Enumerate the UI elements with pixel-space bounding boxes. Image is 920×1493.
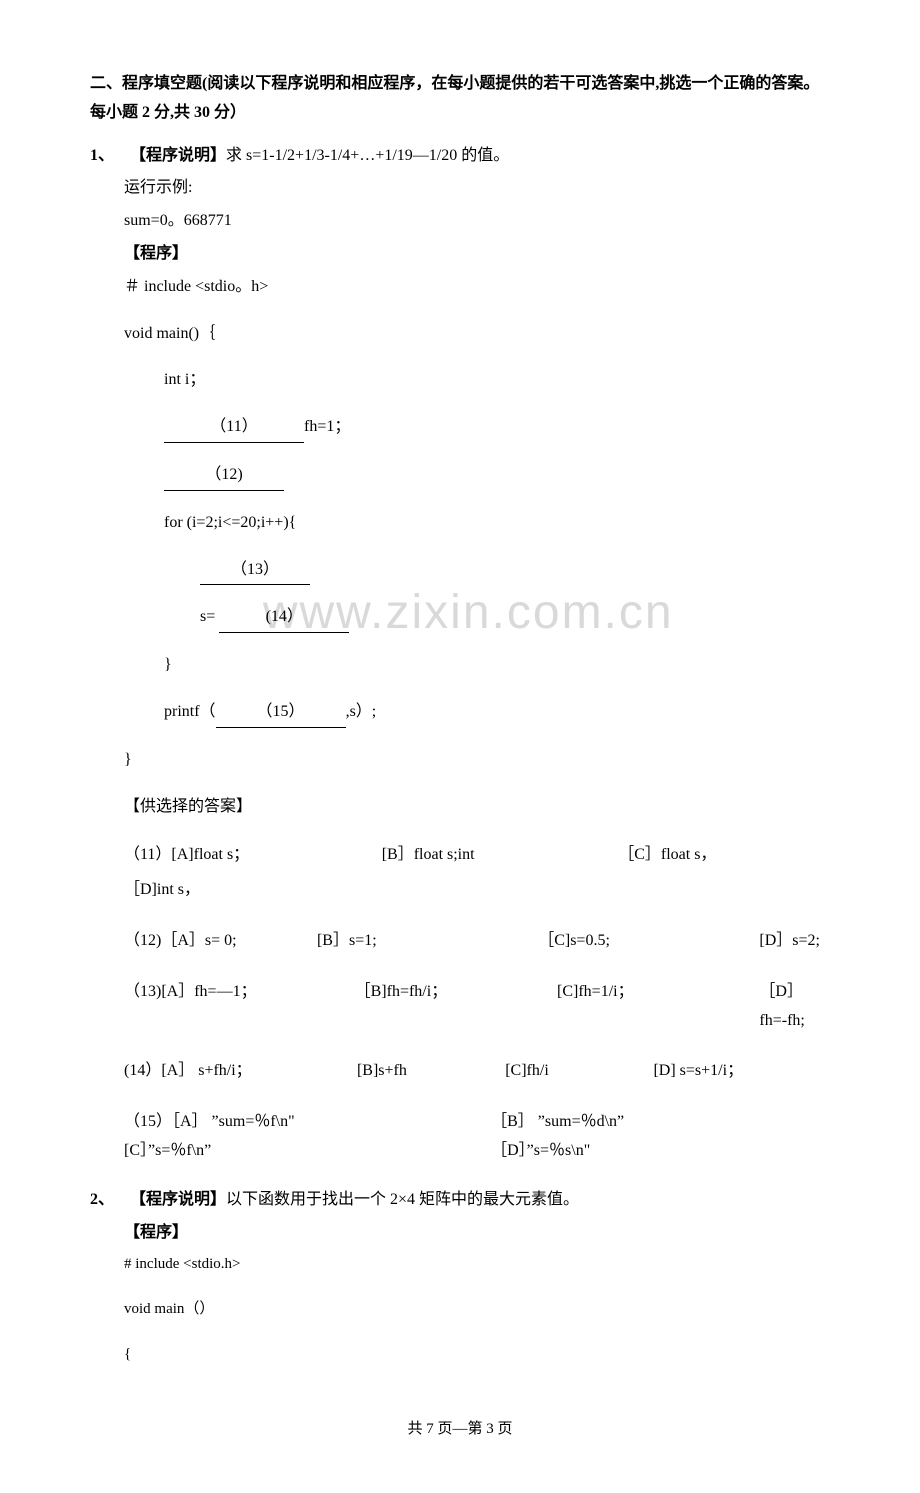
q1-code-l9: }: [90, 651, 830, 680]
q2-desc: 以下函数用于找出一个 2×4 矩阵中的最大元素值。: [226, 1191, 579, 1208]
q1-o13-c: [C]fh=1/i；: [557, 978, 755, 1036]
q1-blank-15: （15）: [216, 698, 346, 728]
q1-prog-label: 【程序】: [90, 240, 830, 269]
q2-prog-label: 【程序】: [90, 1219, 830, 1248]
q1-code-l11: }: [90, 746, 830, 775]
q1-o15-d: ［D］”s=％s\n": [491, 1137, 830, 1166]
page-footer: 共 7 页—第 3 页: [90, 1416, 830, 1443]
q1-number: 1、: [90, 147, 114, 164]
q1-code-l6: for (i=2;i<=20;i++){: [90, 509, 830, 538]
q1-choices-label: 【供选择的答案】: [90, 793, 830, 822]
q1-o12-b: [B］s=1;: [317, 927, 529, 956]
q1-o13-d: ［D］fh=-fh;: [759, 978, 830, 1036]
q1-code-l3: int i；: [90, 366, 830, 395]
q1-code-l10a: printf（: [164, 703, 216, 720]
q1-o11-a: （11）[A]float s；: [124, 841, 357, 870]
q2-code-l3: {: [90, 1341, 830, 1368]
q1-blank-12: （12): [164, 461, 284, 491]
q1-o11-b: [B］float s;int: [382, 841, 594, 870]
q1-o13-a: （13)[A］fh=—1；: [124, 978, 350, 1036]
q1-o14-b: [B]s+fh: [357, 1057, 498, 1086]
q2-number: 2、: [90, 1191, 114, 1208]
q1-code-l8a: s=: [200, 608, 215, 625]
q1-o14-c: [C]fh/i: [505, 1057, 646, 1086]
q1-o14-a: (14）[A］ s+fh/i；: [124, 1057, 350, 1086]
q1-o12-c: ［C]s=0.5;: [538, 927, 750, 956]
q1-blank-13: （13）: [200, 556, 310, 586]
section-title: 二、程序填空题(阅读以下程序说明和相应程序，在每小题提供的若干可选答案中,挑选一…: [90, 70, 830, 128]
q2-code-l2: void main（）: [90, 1296, 830, 1323]
q1-o11-d: ［D]int s，: [124, 876, 830, 905]
q1-desc: 求 s=1-1/2+1/3-1/4+…+1/19—1/20 的值。: [226, 147, 509, 164]
q2-desc-label: 【程序说明】: [130, 1191, 226, 1208]
q1-code-l4b: fh=1；: [304, 418, 350, 435]
q1-o15-c: [C］”s=％f\n”: [124, 1137, 463, 1166]
q1-code-l2: void main()｛: [90, 320, 830, 349]
q1-run-output: sum=0。668771: [90, 207, 830, 236]
q1-o12-d: [D］s=2;: [759, 927, 830, 956]
q1-o15-a: （15）［A］ ”sum=％f\n": [124, 1108, 463, 1137]
q1-code-l10c: ,s）;: [346, 703, 377, 720]
q1-o13-b: ［B]fh=fh/i；: [355, 978, 553, 1036]
q1-o14-d: [D] s=s+1/i；: [653, 1057, 830, 1086]
q1-run-label: 运行示例:: [90, 174, 830, 203]
q1-o12-a: （12)［A］s= 0;: [124, 927, 308, 956]
q1-code-l1: ＃ include <stdio。h>: [90, 273, 830, 302]
q1-blank-14: (14）: [219, 603, 349, 633]
q1-o11-c: ［C］float s，: [618, 841, 830, 870]
q1-o15-b: ［B］ ”sum=％d\n”: [491, 1108, 830, 1137]
q1-blank-11: （11）: [164, 413, 304, 443]
q1-desc-label: 【程序说明】: [130, 147, 226, 164]
